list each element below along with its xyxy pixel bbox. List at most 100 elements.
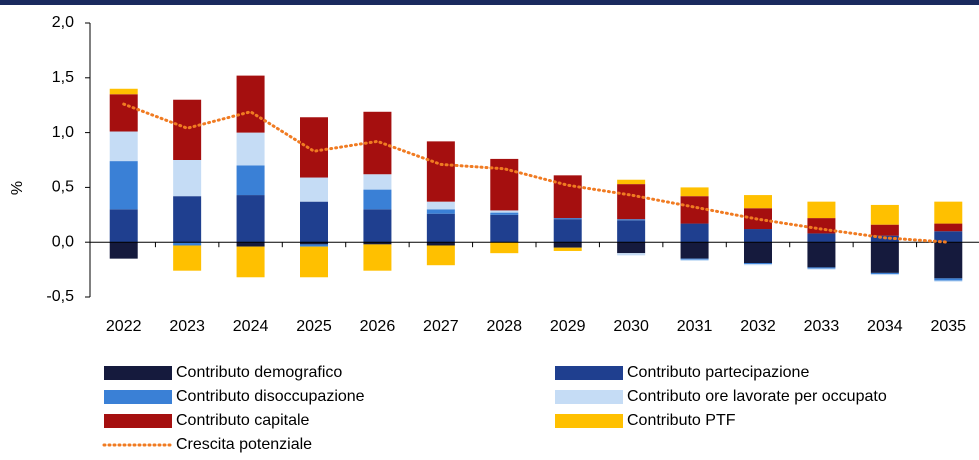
bar-segment	[109, 94, 138, 132]
bar-segment	[934, 278, 963, 281]
bar-segment	[109, 131, 138, 162]
x-tick-label: 2027	[423, 318, 459, 335]
bar-segment	[363, 111, 392, 175]
bar-segment	[553, 247, 582, 251]
bar-segment	[617, 179, 646, 185]
bar-segment	[426, 213, 455, 243]
bar-segment	[109, 209, 138, 243]
bar-segment	[490, 212, 519, 215]
bar-segment	[426, 242, 455, 246]
bar-segment	[744, 242, 772, 264]
x-tick-label: 2033	[804, 318, 840, 335]
bar-segment	[744, 263, 772, 265]
bar-segment	[300, 242, 328, 245]
bar-segment	[617, 184, 646, 220]
bar-segment	[236, 195, 265, 243]
y-tick-label: 1,0	[52, 124, 74, 141]
x-tick-label: 2034	[867, 318, 903, 335]
bar-segment	[236, 132, 265, 166]
bar-segment	[236, 75, 265, 133]
line-series	[122, 102, 950, 244]
x-tick-label: 2024	[233, 318, 269, 335]
bar-segment	[109, 88, 138, 95]
x-tick-label: 2025	[296, 318, 332, 335]
header-strip	[0, 0, 979, 5]
bar-segment	[363, 242, 392, 245]
bar-segment	[490, 214, 519, 243]
bar-segment	[300, 201, 328, 243]
bar-segment	[807, 218, 836, 234]
legend-label: Contributo ore lavorate per occupato	[627, 388, 887, 405]
bar-segment	[934, 231, 963, 243]
bar-segment	[300, 244, 328, 247]
legend-label: Crescita potenziale	[176, 436, 312, 453]
y-tick-label: 1,5	[52, 69, 74, 86]
bar-segment	[870, 272, 899, 274]
legend-label: Contributo demografico	[176, 364, 342, 381]
bar-segment	[934, 242, 963, 279]
legend-label: Contributo partecipazione	[627, 364, 809, 381]
x-tick-label: 2032	[740, 318, 776, 335]
bar-segment	[617, 242, 646, 254]
bar-segment	[426, 209, 455, 214]
bar-segment	[553, 219, 582, 243]
bar-segment	[870, 224, 899, 236]
bar-segment	[680, 259, 709, 261]
y-tick-label: 2,0	[52, 14, 74, 31]
legend-swatch	[104, 390, 172, 404]
legend-swatch	[555, 390, 623, 404]
x-tick-label: 2031	[677, 318, 713, 335]
bar-segment	[934, 201, 963, 224]
bar-segment	[870, 273, 899, 276]
bar-segment	[236, 165, 265, 196]
bar-segment	[109, 242, 138, 259]
y-tick-label: 0,5	[52, 179, 74, 196]
bar-segment	[363, 174, 392, 190]
bar-segment	[807, 233, 836, 243]
legend-swatch	[104, 414, 172, 428]
bar-segment	[807, 242, 836, 268]
x-tick-label: 2022	[106, 318, 142, 335]
bar-segment	[300, 246, 328, 278]
bar-segment	[363, 189, 392, 210]
legend-swatch	[555, 366, 623, 380]
bar-segment	[934, 280, 963, 282]
x-tick-label: 2026	[360, 318, 396, 335]
bar-segment	[490, 210, 519, 213]
bar-segment	[300, 117, 328, 178]
bar-segment	[553, 175, 582, 219]
bar-segment	[173, 245, 202, 271]
bar-segment	[553, 242, 582, 248]
bar-segment	[680, 187, 709, 197]
bar-segment	[109, 161, 138, 210]
bar-segment	[173, 242, 202, 246]
x-tick-label: 2028	[486, 318, 522, 335]
bar-segment	[807, 267, 836, 269]
bar-segment	[870, 242, 899, 273]
legend-label: Contributo capitale	[176, 412, 310, 429]
bar-segment	[680, 223, 709, 243]
bar-segment	[426, 201, 455, 210]
bar-segment	[744, 195, 772, 209]
bar-segment	[807, 201, 836, 219]
legend-swatch	[555, 414, 623, 428]
bar-segment	[744, 264, 772, 266]
legend-label: Contributo disoccupazione	[176, 388, 365, 405]
bar-segment	[490, 158, 519, 211]
y-tick-label: 0,0	[52, 233, 74, 250]
bar-segment	[680, 258, 709, 260]
bar-segment	[490, 242, 519, 254]
x-tick-label: 2029	[550, 318, 586, 335]
x-tick-label: 2035	[930, 318, 966, 335]
bar-segment	[870, 204, 899, 225]
bar-segment	[617, 219, 646, 221]
bar-segment	[680, 196, 709, 224]
y-axis-label: %	[9, 181, 26, 195]
bar-segment	[363, 244, 392, 271]
bar-segment	[173, 160, 202, 197]
bar-segment	[680, 242, 709, 259]
bar-segment	[744, 229, 772, 243]
bar-segment	[553, 218, 582, 220]
